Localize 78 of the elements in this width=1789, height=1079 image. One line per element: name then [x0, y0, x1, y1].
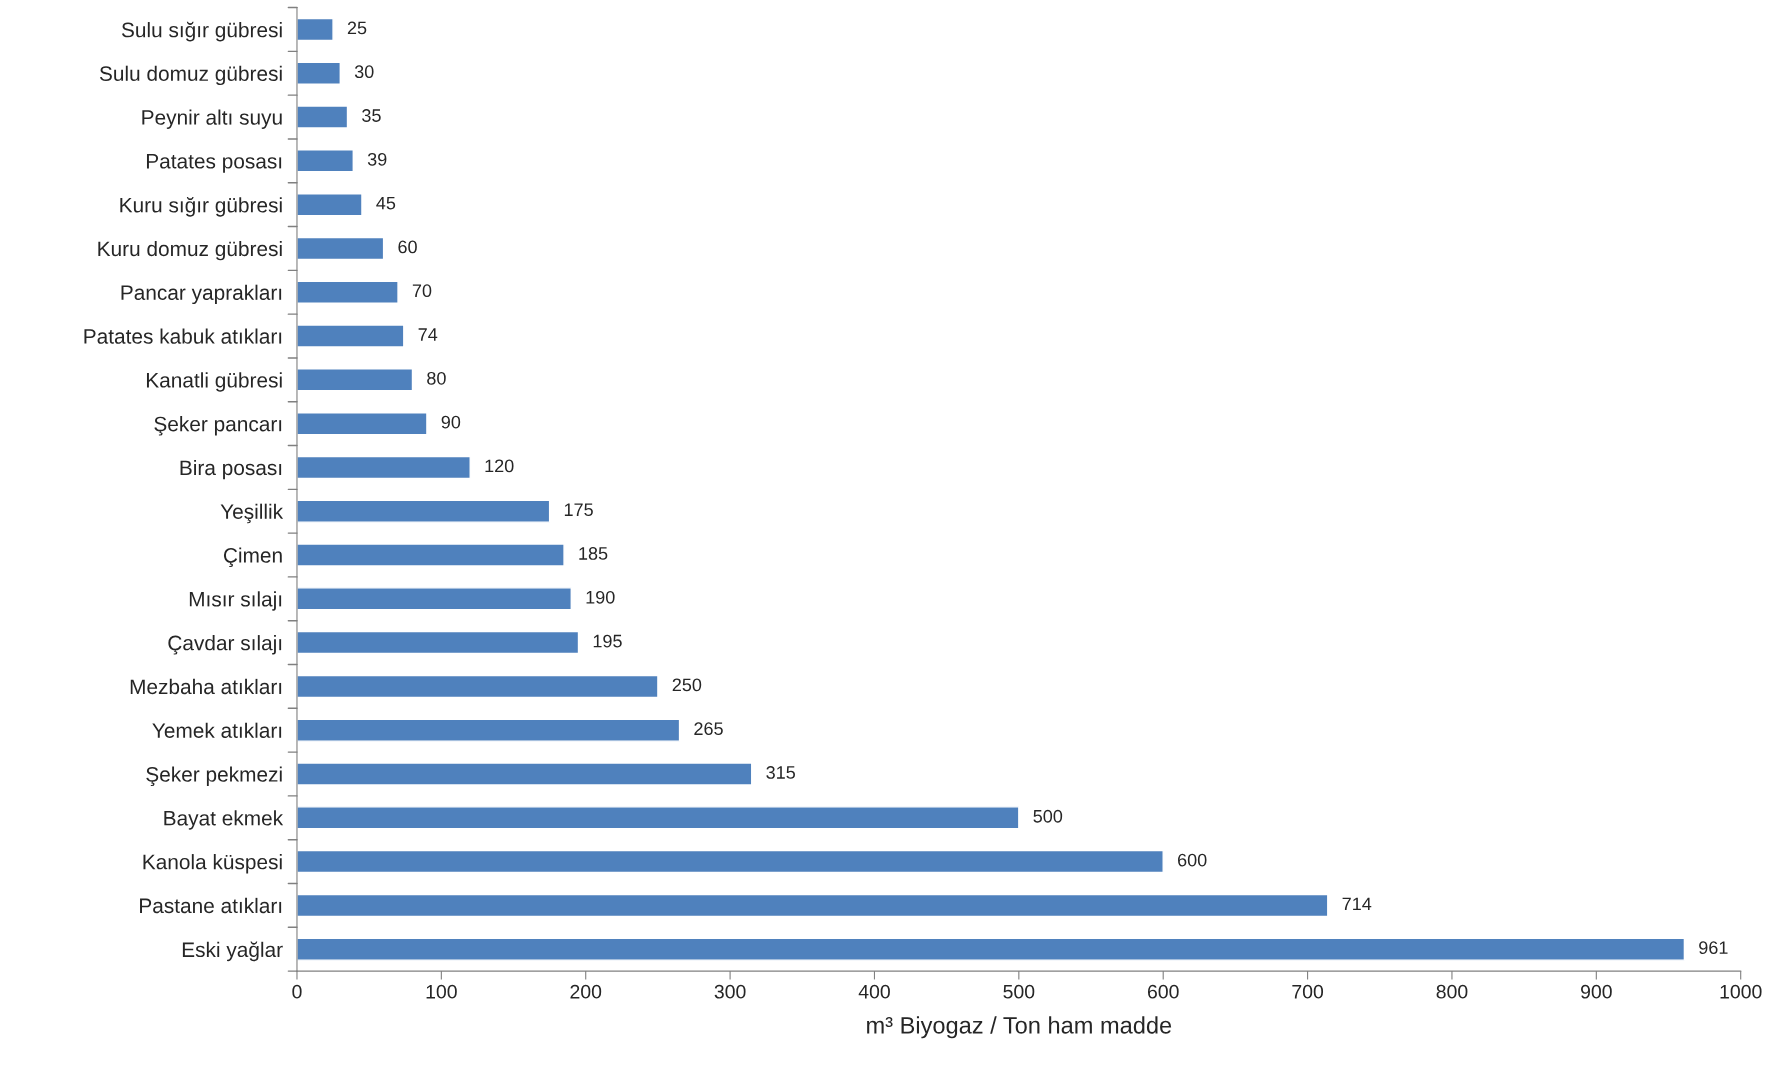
bar: [296, 499, 551, 523]
x-tick-label: 900: [1581, 984, 1612, 999]
y-tick-label: Mezbaha atıkları: [130, 678, 282, 695]
data-label: 500: [1033, 809, 1063, 823]
y-tick-label: Eski yağlar: [182, 941, 283, 962]
bar: [296, 937, 1686, 961]
bar: [296, 762, 753, 786]
data-label: 185: [579, 547, 608, 560]
y-tick-label: Peynir altı suyu: [142, 109, 282, 129]
y-tick-label: Bira posası: [180, 459, 282, 480]
bar: [296, 368, 414, 392]
bar: [296, 543, 565, 567]
data-label: 35: [362, 109, 381, 122]
data-label: 190: [586, 590, 615, 604]
x-tick-label: 300: [714, 984, 746, 999]
y-tick-label: Şeker pekmezi: [146, 766, 282, 786]
data-label: 961: [1699, 941, 1728, 955]
x-tick-label: 700: [1292, 984, 1324, 999]
bar: [296, 192, 363, 217]
x-tick-label: 800: [1436, 984, 1468, 999]
y-tick-label: Mısır sılajı: [189, 591, 282, 611]
x-tick-label: 600: [1147, 984, 1179, 999]
x-tick-label: 400: [858, 984, 890, 999]
data-label: 60: [398, 240, 417, 254]
data-label: 45: [376, 196, 396, 210]
y-tick-label: Çimen: [223, 547, 282, 567]
data-label: 80: [427, 371, 446, 385]
bar: [296, 17, 334, 42]
x-tick-label: 200: [570, 984, 602, 999]
data-label: 315: [766, 766, 795, 779]
data-label: 25: [347, 21, 367, 35]
bar: [296, 893, 1329, 918]
data-label: 30: [354, 65, 374, 79]
x-tick-label: 100: [426, 984, 457, 999]
bar: [296, 61, 341, 85]
bar: [296, 806, 1020, 830]
bar: [296, 455, 471, 480]
data-label: 250: [672, 678, 702, 692]
bar: [296, 718, 681, 742]
y-tick-label: Pancar yaprakları: [121, 284, 282, 305]
bar: [296, 849, 1164, 874]
x-tick-label: 1000: [1720, 984, 1762, 999]
bar: [296, 105, 349, 129]
y-tick-label: Sulu domuz gübresi: [99, 65, 282, 86]
y-tick-label: Yeşillik: [220, 503, 284, 524]
x-axis-title: m³ Biyogaz / Ton ham madde: [867, 1016, 1172, 1039]
y-tick-label: Sulu sığır gübresi: [121, 21, 282, 42]
data-label: 714: [1342, 897, 1372, 911]
bar: [296, 587, 572, 611]
data-label: 265: [694, 722, 723, 736]
y-tick-label: Patates posası: [146, 154, 282, 173]
data-label: 39: [367, 152, 387, 166]
y-tick-label: Yemek atıkları: [152, 722, 282, 738]
y-tick-label: Bayat ekmek: [164, 810, 284, 830]
data-label: 70: [412, 284, 432, 298]
y-tick-label: Kanola küspesi: [143, 854, 282, 874]
data-label: 120: [485, 459, 514, 473]
bar: [296, 674, 659, 699]
bar: [296, 280, 399, 304]
x-tick-label: 0: [292, 984, 302, 999]
bar: [296, 411, 428, 436]
data-label: 600: [1178, 853, 1207, 867]
y-tick-label: Kuru domuz gübresi: [98, 240, 282, 261]
y-tick-label: Şeker pancarı: [154, 416, 282, 436]
y-tick-label: Pastane atıkları: [140, 897, 282, 914]
y-tick-label: Çavdar sılajı: [168, 635, 282, 655]
y-tick-label: Patates kabuk atıkları: [84, 328, 282, 344]
bar: [296, 630, 580, 655]
data-label: 90: [441, 415, 461, 429]
bar: [296, 324, 405, 348]
bar: [296, 236, 385, 261]
data-label: 175: [564, 503, 593, 517]
data-label: 74: [418, 328, 438, 341]
data-label: 195: [593, 634, 622, 648]
y-tick-label: Kuru sığır gübresi: [120, 196, 282, 217]
bar: [296, 149, 354, 173]
y-tick-label: Kanatli gübresi: [146, 372, 282, 392]
x-tick-label: 500: [1003, 984, 1035, 999]
